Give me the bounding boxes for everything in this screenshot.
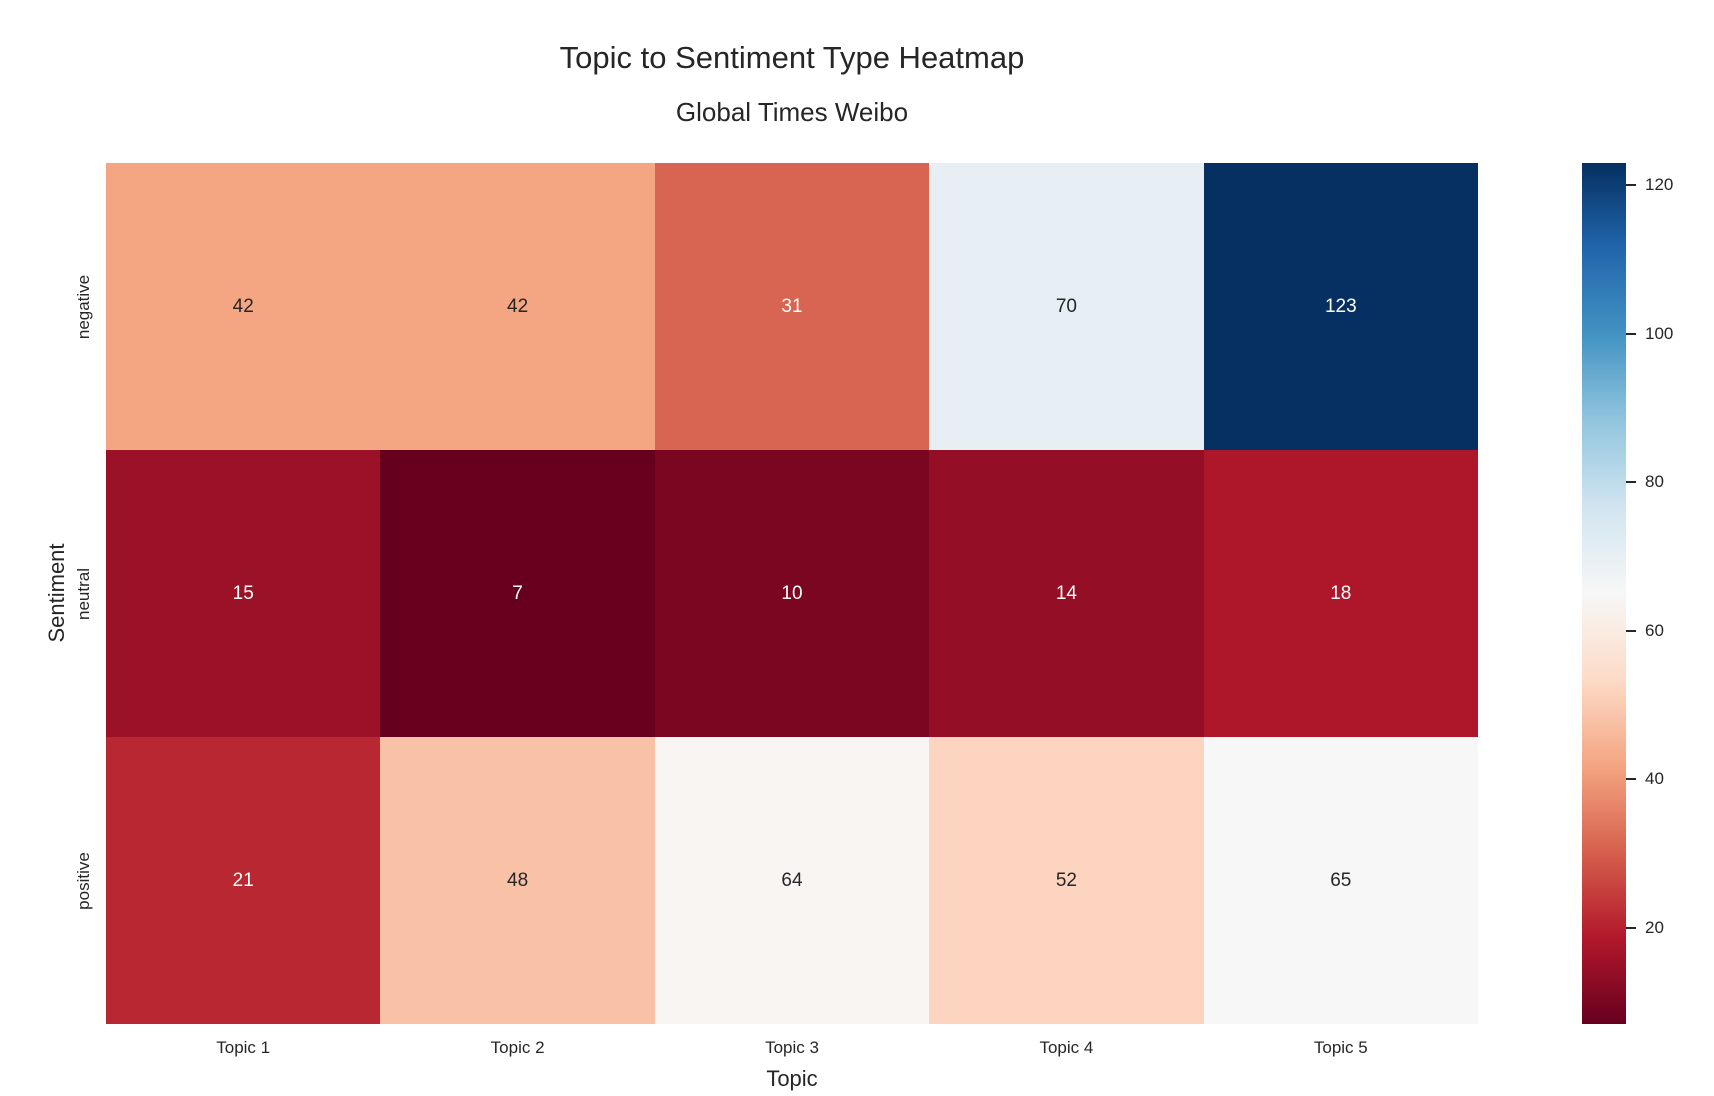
colorbar [1582,163,1626,1024]
heatmap-cell-neutral-topic-3: 10 [654,449,930,737]
colorbar-tick-label-120: 120 [1645,175,1674,195]
colorbar-tick-mark-100 [1626,332,1636,335]
cell-value: 31 [781,296,803,317]
heatmap-cell-negative-topic-1: 42 [106,163,381,450]
cell-value: 14 [1055,582,1077,604]
heatmap-cell-negative-topic-2: 42 [380,163,655,450]
heatmap-grid: 42 42 31 70 123 15 7 10 14 18 21 48 64 52 65 [106,163,1478,1024]
heatmap-cell-positive-topic-4: 52 [929,736,1204,1024]
colorbar-tick-label-20: 20 [1645,917,1664,937]
y-tick-label-neutral: neutral [74,567,93,620]
x-tick-label-3: Topic 3 [765,1038,819,1057]
heatmap-cell-positive-topic-5: 65 [1203,736,1478,1024]
colorbar-tick-mark-80 [1626,481,1636,484]
cell-value: 52 [1055,869,1077,891]
y-tick-label-negative: negative [74,274,93,339]
colorbar-tick-mark-20 [1626,926,1636,929]
colorbar-tick-mark-120 [1626,184,1636,187]
heatmap-cell-positive-topic-1: 21 [106,736,381,1024]
x-axis-label: Topic [766,1066,818,1091]
x-tick-label-4: Topic 4 [1039,1038,1094,1057]
cell-value: 70 [1055,296,1077,317]
cell-value: 48 [507,869,529,891]
x-tick-label-5: Topic 5 [1313,1038,1368,1057]
colorbar-tick-label-80: 80 [1645,472,1664,492]
heatmap-cell-negative-topic-4: 70 [929,163,1204,450]
cell-value: 42 [232,296,254,317]
cell-value: 7 [512,582,523,604]
y-tick-label-positive: positive [74,851,93,910]
colorbar-tick-mark-60 [1626,629,1636,632]
chart-subtitle: Global Times Weibo [675,97,909,127]
cell-value: 10 [781,582,803,604]
heatmap-cell-negative-topic-5: 123 [1203,163,1478,450]
x-tick-label-1: Topic 1 [216,1038,271,1057]
x-tick-label-2: Topic 2 [490,1038,545,1057]
heatmap-cell-neutral-topic-1: 15 [106,449,381,737]
cell-value: 21 [232,869,254,891]
cell-value: 15 [232,582,254,604]
heatmap-cell-neutral-topic-5: 18 [1203,449,1478,737]
cell-value: 123 [1324,296,1357,317]
cell-value: 65 [1330,869,1352,891]
cell-value: 64 [781,869,803,891]
chart-title: Topic to Sentiment Type Heatmap [559,40,1025,75]
heatmap-cell-neutral-topic-2: 7 [380,449,655,737]
y-axis-label: Sentiment [44,543,69,643]
colorbar-tick-label-100: 100 [1645,323,1674,343]
heatmap-cell-positive-topic-2: 48 [380,736,655,1024]
colorbar-tick-mark-40 [1626,778,1636,781]
cell-value: 18 [1330,582,1352,604]
colorbar-tick-label-40: 40 [1645,769,1664,789]
heatmap-cell-positive-topic-3: 64 [654,736,930,1024]
heatmap-cell-neutral-topic-4: 14 [929,449,1204,737]
colorbar-tick-label-60: 60 [1645,620,1664,640]
cell-value: 42 [507,296,529,317]
heatmap-cell-negative-topic-3: 31 [654,163,930,450]
